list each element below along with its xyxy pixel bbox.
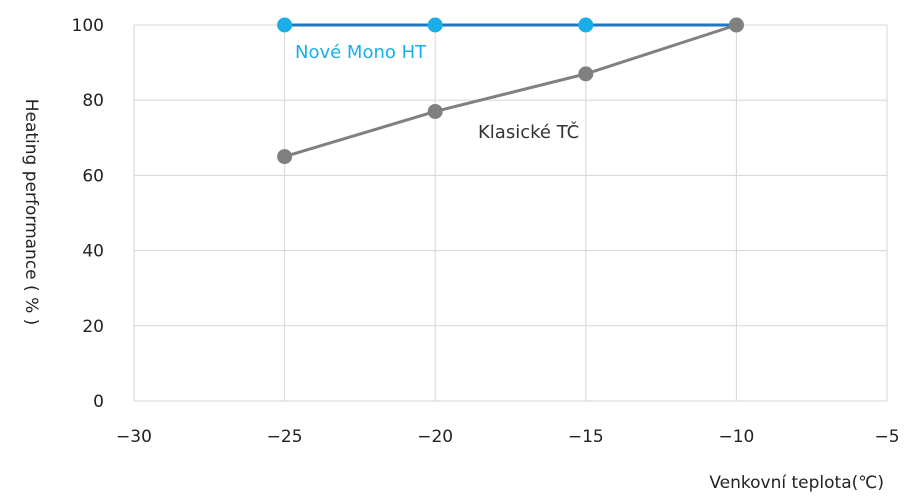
data-point-0-1 (428, 18, 443, 33)
y-tick-label: 60 (82, 166, 104, 186)
series-label-nove-mono-ht: Nové Mono HT (295, 42, 427, 63)
tick-labels: 0 20 40 60 80 100 −30 −25 −20 −15 −10 −5 (72, 16, 900, 447)
series-label-klasicke-tc: Klasické TČ (478, 121, 579, 143)
x-tick-label: −20 (417, 427, 453, 447)
x-tick-label: −10 (718, 427, 754, 447)
x-tick-label: −15 (568, 427, 604, 447)
data-point-1-2 (578, 66, 593, 81)
y-axis-title: Heating performance ( % ) (21, 99, 41, 326)
x-tick-label: −5 (874, 427, 899, 447)
y-tick-label: 20 (82, 317, 104, 337)
data-point-0-0 (277, 18, 292, 33)
y-tick-label: 80 (82, 91, 104, 111)
data-point-0-2 (578, 18, 593, 33)
y-tick-label: 40 (82, 242, 104, 262)
x-tick-label: −25 (267, 427, 303, 447)
data-point-1-1 (428, 104, 443, 119)
data-point-1-0 (277, 149, 292, 164)
data-point-1-3 (729, 18, 744, 33)
y-tick-label: 100 (72, 16, 104, 36)
x-axis-title: Venkovní teplota(℃) (709, 473, 884, 493)
y-tick-label: 0 (93, 392, 104, 412)
x-tick-label: −30 (116, 427, 152, 447)
grid (134, 25, 887, 401)
